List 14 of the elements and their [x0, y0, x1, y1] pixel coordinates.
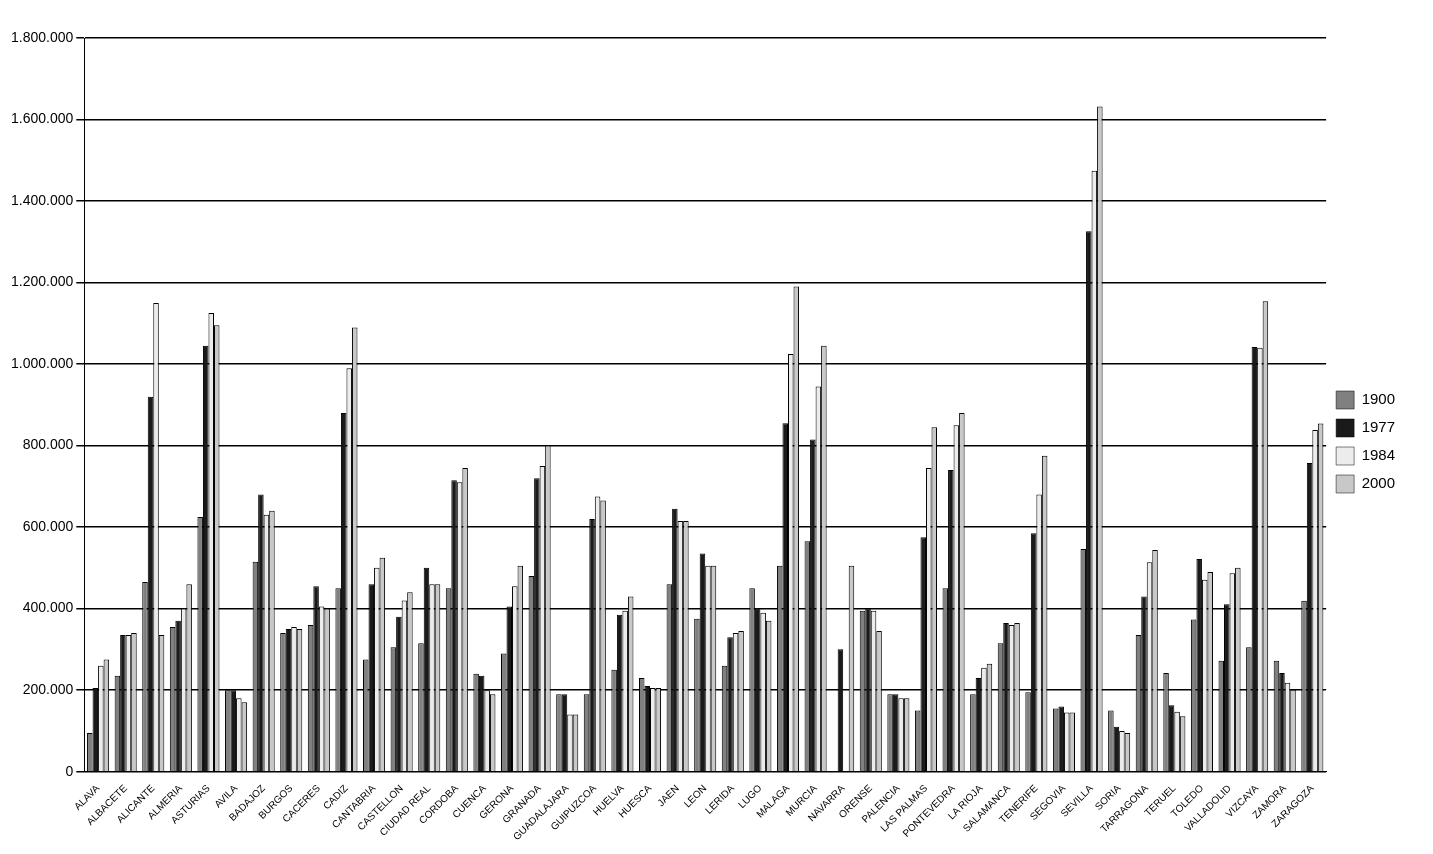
legend-label: 1900	[1361, 390, 1396, 408]
y-tick-label: 400.000	[22, 599, 74, 616]
legend-label: 2000	[1361, 474, 1396, 492]
y-tick-label: 1.800.000	[10, 28, 74, 45]
y-tick-label: 0	[65, 762, 74, 779]
y-tick-label: 200.000	[22, 680, 74, 697]
y-tick-label: 600.000	[22, 517, 74, 534]
y-tick-label: 800.000	[22, 436, 74, 453]
y-tick-label: 1.600.000	[10, 110, 74, 127]
y-tick-label: 1.200.000	[10, 273, 74, 290]
legend-label: 1984	[1361, 446, 1396, 464]
y-tick-label: 1.000.000	[10, 354, 74, 371]
legend-label: 1977	[1361, 418, 1396, 436]
y-tick-label: 1.400.000	[10, 191, 74, 208]
